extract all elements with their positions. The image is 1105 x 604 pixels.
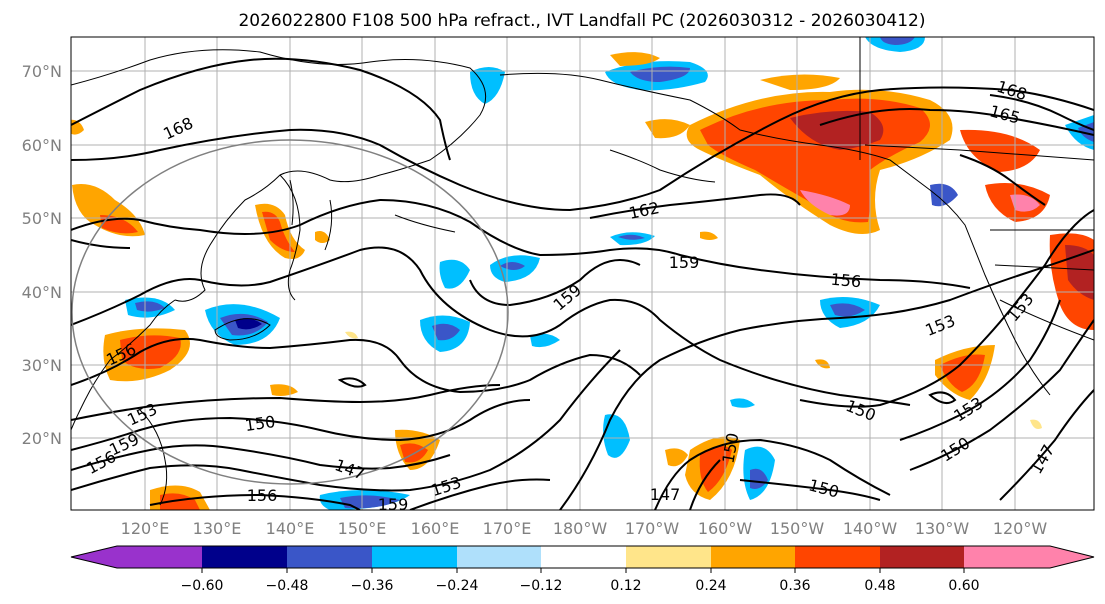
contour-label: 150 — [244, 412, 277, 435]
colorbar-segment — [457, 546, 541, 568]
colorbar-segment — [372, 546, 457, 568]
colorbar-segment — [964, 546, 1050, 568]
colorbar-tick-label: 0.48 — [864, 578, 895, 594]
colorbar-segment — [202, 546, 287, 568]
lon-label: 120°E — [121, 519, 170, 538]
lon-label: 140°E — [266, 519, 315, 538]
colorbar: −0.60 −0.48 −0.36 −0.24 −0.12 0.12 0.24 … — [70, 545, 1095, 594]
colorbar-segment — [117, 546, 202, 568]
colorbar-tick-label: 0.24 — [695, 578, 726, 594]
colorbar-segment — [880, 546, 964, 568]
latitude-labels: 70°N 60°N 50°N 40°N 30°N 20°N — [22, 62, 62, 448]
colorbar-segment — [71, 546, 117, 568]
lat-label: 40°N — [22, 283, 62, 302]
lon-label: 130°E — [193, 519, 242, 538]
lat-label: 50°N — [22, 209, 62, 228]
lat-label: 20°N — [22, 429, 62, 448]
colorbar-segment — [1050, 546, 1094, 568]
colorbar-tick-label: −0.36 — [351, 578, 394, 594]
colorbar-segment — [711, 546, 795, 568]
lon-label: 170°E — [483, 519, 532, 538]
contour-lines — [71, 57, 1094, 510]
lon-label: 130°W — [915, 519, 970, 538]
colorbar-outline — [70, 545, 1095, 569]
contour-label: 159 — [669, 253, 700, 272]
graticule — [71, 37, 1094, 510]
colorbar-segment — [287, 546, 372, 568]
lon-label: 150°W — [770, 519, 825, 538]
colorbar-tick-label: −0.48 — [266, 578, 309, 594]
lon-label: 170°W — [625, 519, 680, 538]
reference-circle — [71, 139, 509, 485]
contour-label: 156 — [247, 486, 278, 505]
contour-label: 156 — [830, 270, 862, 292]
contour-label: 159 — [378, 495, 409, 514]
lon-label: 140°W — [843, 519, 898, 538]
lon-label: 120°W — [993, 519, 1048, 538]
colorbar-tick-label: 0.12 — [610, 578, 641, 594]
lat-label: 70°N — [22, 62, 62, 81]
contour-label: 147 — [650, 485, 681, 504]
colorbar-tick-label: −0.60 — [181, 578, 224, 594]
colorbar-tick-label: −0.24 — [436, 578, 479, 594]
lon-label: 180°W — [553, 519, 608, 538]
positive-anomaly-shading — [71, 52, 1094, 510]
colorbar-ticks — [201, 568, 965, 573]
figure-title: 2026022800 F108 500 hPa refract., IVT La… — [238, 11, 925, 31]
lon-label: 160°E — [411, 519, 460, 538]
map-frame — [70, 36, 1095, 511]
colorbar-tick-label: −0.12 — [520, 578, 563, 594]
lat-label: 30°N — [22, 356, 62, 375]
colorbar-segment — [541, 546, 626, 568]
lat-label: 60°N — [22, 136, 62, 155]
colorbar-segment — [626, 546, 711, 568]
colorbar-segment — [795, 546, 880, 568]
colorbar-tick-label: 0.60 — [948, 578, 979, 594]
colorbar-tick-label: 0.36 — [779, 578, 810, 594]
map-panel: 168 165 168 162 159 159 156 156 153 153 … — [22, 36, 1095, 538]
longitude-labels: 120°E 130°E 140°E 150°E 160°E 170°E 180°… — [121, 519, 1048, 538]
colorbar-tick-labels: −0.60 −0.48 −0.36 −0.24 −0.12 0.12 0.24 … — [181, 578, 980, 594]
lon-label: 150°E — [338, 519, 387, 538]
lon-label: 160°W — [698, 519, 753, 538]
